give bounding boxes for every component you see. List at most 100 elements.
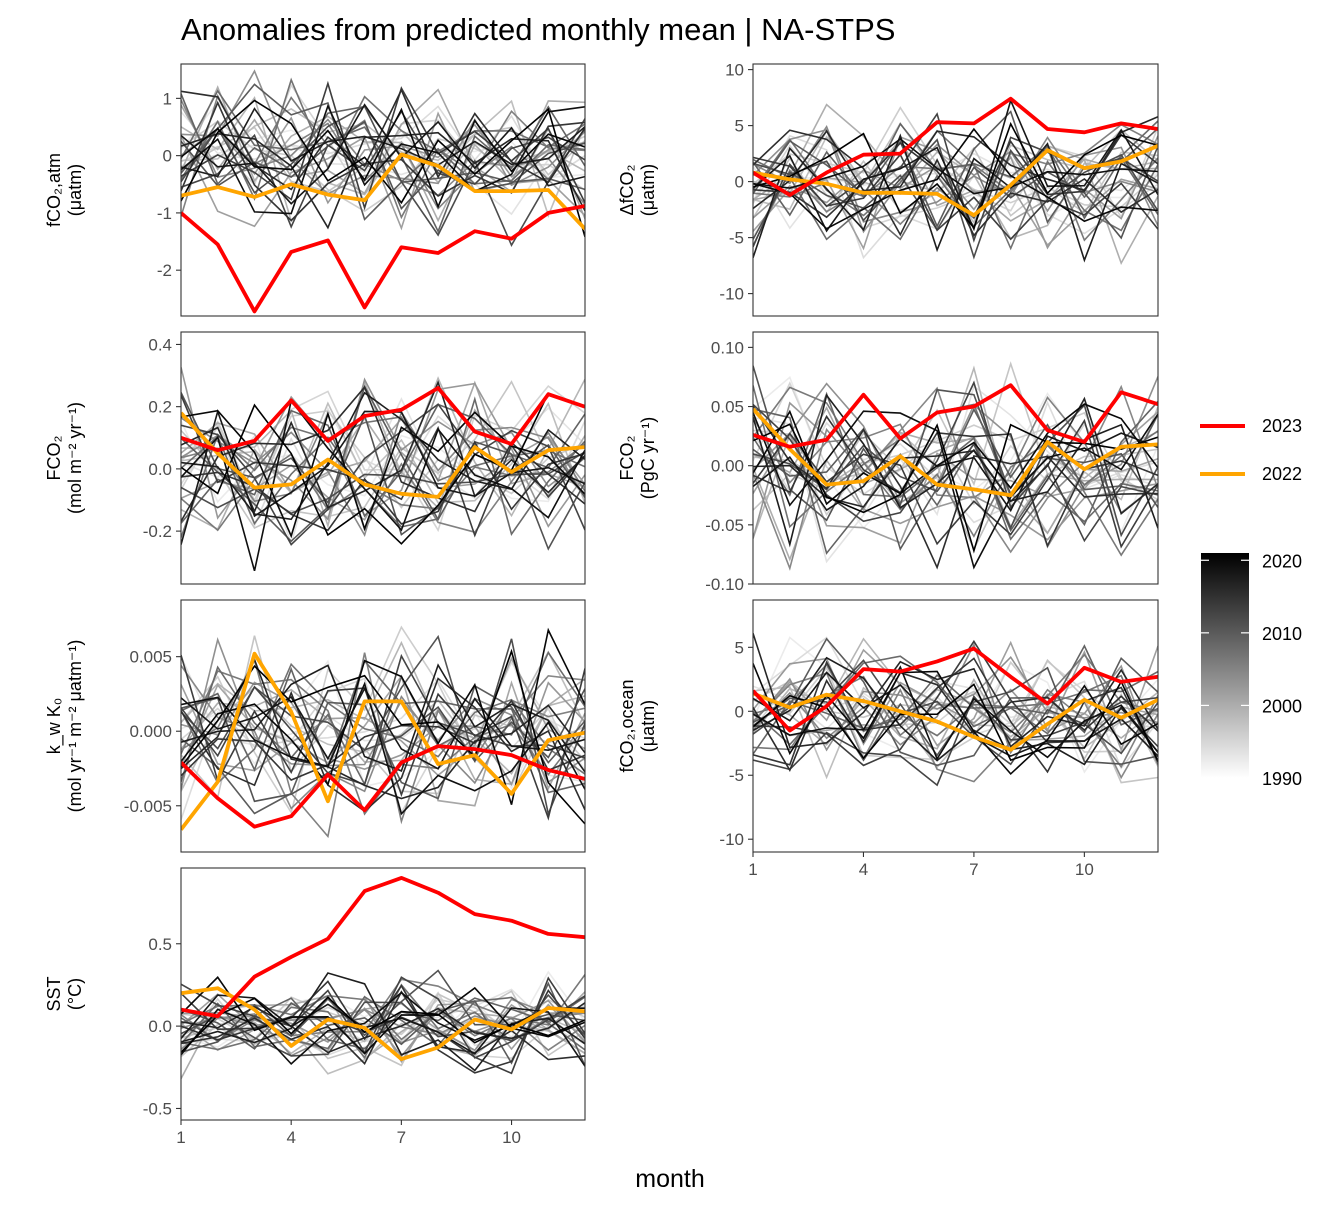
background-year-line <box>753 679 1158 762</box>
background-year-line <box>753 127 1158 230</box>
background-year-line <box>753 153 1158 241</box>
series-line-2023 <box>753 383 1158 449</box>
background-year-line <box>753 393 1158 548</box>
panel-background <box>753 332 1158 584</box>
background-year-line <box>181 994 585 1067</box>
panel-fco2ocean: 5 0 -5 -101 4 7 10 fCO₂,ocean(μatm) <box>617 599 1159 879</box>
background-year-line <box>181 396 585 536</box>
y-axis-label: fCO₂,ocean(μatm) <box>617 679 658 772</box>
series-line-2023 <box>753 646 1158 733</box>
y-tick-label: 0.5 <box>148 935 172 954</box>
series-lines <box>181 625 585 839</box>
background-year-line <box>181 681 585 816</box>
background-year-line <box>181 686 585 770</box>
panel-border <box>752 599 1159 853</box>
series-lines <box>181 367 585 572</box>
background-year-line <box>753 403 1158 506</box>
colorbar-ticks: 2020 2010 2000 1990 <box>1201 551 1302 789</box>
y-tick-label: -10 <box>719 285 744 304</box>
series-line-2022 <box>181 986 585 1061</box>
background-year-line <box>753 384 1158 571</box>
background-year-line <box>181 103 585 215</box>
y-tick-label: 0.005 <box>129 648 172 667</box>
background-year-line <box>181 100 585 222</box>
background-year-line <box>753 137 1158 195</box>
series-lines <box>753 633 1158 787</box>
panel-border <box>180 63 586 317</box>
series-line-2022 <box>753 407 1158 498</box>
y-tick-label: 0.10 <box>711 338 744 357</box>
background-year-line <box>753 128 1158 234</box>
background-year-line <box>181 663 585 773</box>
background-year-line <box>753 129 1158 237</box>
colorbar <box>1201 553 1249 778</box>
panel-fco2pgc: 0.10 0.05 0.00 -0.05 -0.10 FCO₂(PgC yr⁻¹) <box>617 331 1159 594</box>
series-line-2023 <box>753 96 1158 197</box>
y-tick-label: -2 <box>157 261 172 280</box>
background-year-line <box>181 96 585 220</box>
background-year-line <box>753 659 1158 766</box>
x-tick-label: 7 <box>397 1128 406 1147</box>
series-line-2023 <box>181 876 585 1019</box>
y-axis-label: fCO₂,atm(μatm) <box>44 153 85 227</box>
colorbar-label: 2000 <box>1262 696 1302 716</box>
background-year-line <box>753 98 1158 233</box>
background-year-line <box>181 367 585 528</box>
panel-border <box>180 867 586 1121</box>
panel-border <box>180 331 586 585</box>
series-line-2022 <box>753 691 1158 752</box>
colorbar-label: 2010 <box>1262 624 1302 644</box>
background-year-line <box>181 980 585 1074</box>
background-year-line <box>753 414 1158 548</box>
series-line-2023 <box>181 386 585 453</box>
background-year-line <box>753 386 1158 557</box>
background-year-line <box>181 681 585 787</box>
background-year-line <box>181 976 585 1055</box>
y-tick-label: 0.0 <box>148 1017 172 1036</box>
background-year-line <box>753 656 1158 766</box>
y-tick-label: -0.005 <box>124 797 172 816</box>
y-tick-label: -10 <box>719 830 744 849</box>
background-year-line <box>181 659 585 794</box>
series-line-2022 <box>181 152 585 231</box>
background-year-line <box>181 376 585 529</box>
background-year-line <box>753 365 1158 522</box>
background-year-line <box>181 107 585 209</box>
y-tick-label: -1 <box>157 204 172 223</box>
y-tick-label: -5 <box>729 229 744 248</box>
series-line-2022 <box>181 411 585 499</box>
panel-border <box>752 331 1159 585</box>
y-axis-label: k_w K₀(mol yr⁻¹ m⁻² μatm⁻¹) <box>44 640 85 813</box>
y-axis-label: ΔfCO₂(μatm) <box>617 164 658 216</box>
series-lines <box>753 361 1158 571</box>
background-year-line <box>753 115 1158 210</box>
y-tick-label: 0 <box>735 173 744 192</box>
background-year-line <box>181 109 585 229</box>
background-year-line <box>753 637 1158 767</box>
series-lines <box>181 876 585 1080</box>
background-year-line <box>181 409 585 539</box>
background-year-line <box>181 976 585 1075</box>
colorbar-label: 1990 <box>1262 769 1302 789</box>
y-tick-label: 10 <box>725 61 744 80</box>
x-tick-label: 1 <box>748 860 757 879</box>
y-axis-label: SST(°C) <box>44 976 85 1011</box>
background-year-line <box>753 672 1158 783</box>
chart-title: Anomalies from predicted monthly mean | … <box>181 12 895 47</box>
x-tick-label: 1 <box>176 1128 185 1147</box>
y-axis-label: FCO₂(mol m⁻² yr⁻¹) <box>44 402 85 514</box>
legend-label-2023: 2023 <box>1262 416 1302 436</box>
series-line-2022 <box>181 651 585 831</box>
x-tick-label: 10 <box>1075 860 1094 879</box>
y-tick-label: 0 <box>163 147 172 166</box>
background-year-line <box>181 677 585 813</box>
y-tick-label: -0.05 <box>705 516 744 535</box>
panel-background <box>181 868 585 1120</box>
y-tick-label: -0.10 <box>705 575 744 594</box>
panel-dfco2: 10 5 0 -5 -10 ΔfCO₂(μatm) <box>617 61 1159 317</box>
series-line-2023 <box>181 744 585 829</box>
y-axis-label: FCO₂(PgC yr⁻¹) <box>617 417 658 500</box>
y-tick-label: 0.2 <box>148 398 172 417</box>
background-year-line <box>753 642 1158 780</box>
